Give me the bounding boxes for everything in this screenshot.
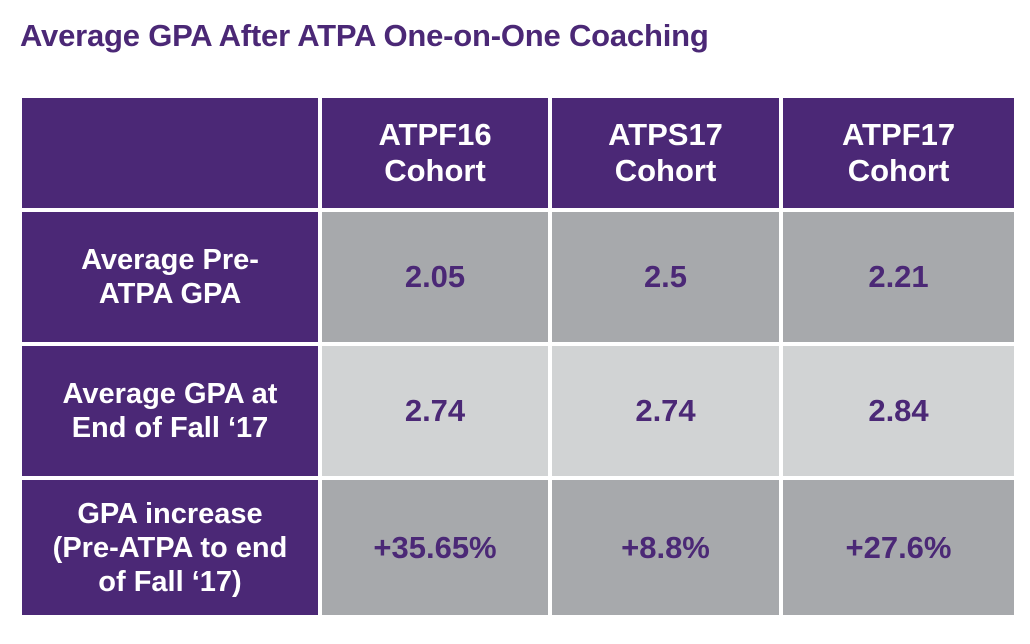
value-cell: +8.8% [552,480,779,615]
row-label-pre-gpa: Average Pre- ATPA GPA [22,212,318,342]
gpa-table: ATPF16 Cohort ATPS17 Cohort ATPF17 Cohor… [18,94,1018,619]
table-row: GPA increase (Pre-ATPA to end of Fall ‘1… [22,480,1014,615]
value-cell: 2.74 [552,346,779,476]
value-cell: 2.84 [783,346,1014,476]
header-atpf16: ATPF16 Cohort [322,98,548,208]
row-label-text: GPA increase (Pre-ATPA to end of Fall ‘1… [52,497,288,598]
table-row: Average Pre- ATPA GPA 2.05 2.5 2.21 [22,212,1014,342]
row-label-gpa-increase: GPA increase (Pre-ATPA to end of Fall ‘1… [22,480,318,615]
header-corner-cell [22,98,318,208]
row-label-text: Average GPA at End of Fall ‘17 [62,378,278,444]
header-atpf17-label: ATPF17 Cohort [841,117,956,188]
header-atps17: ATPS17 Cohort [552,98,779,208]
row-label-text: Average Pre- ATPA GPA [81,244,259,310]
value-cell: +35.65% [322,480,548,615]
value-cell: 2.5 [552,212,779,342]
header-atpf16-label: ATPF16 Cohort [378,117,492,188]
row-label-end-gpa: Average GPA at End of Fall ‘17 [22,346,318,476]
value-cell: 2.74 [322,346,548,476]
value-cell: 2.21 [783,212,1014,342]
header-atpf17: ATPF17 Cohort [783,98,1014,208]
value-cell: +27.6% [783,480,1014,615]
value-cell: 2.05 [322,212,548,342]
table-header-row: ATPF16 Cohort ATPS17 Cohort ATPF17 Cohor… [22,98,1014,208]
table-row: Average GPA at End of Fall ‘17 2.74 2.74… [22,346,1014,476]
header-atps17-label: ATPS17 Cohort [608,117,723,188]
page-title: Average GPA After ATPA One-on-One Coachi… [20,18,709,53]
